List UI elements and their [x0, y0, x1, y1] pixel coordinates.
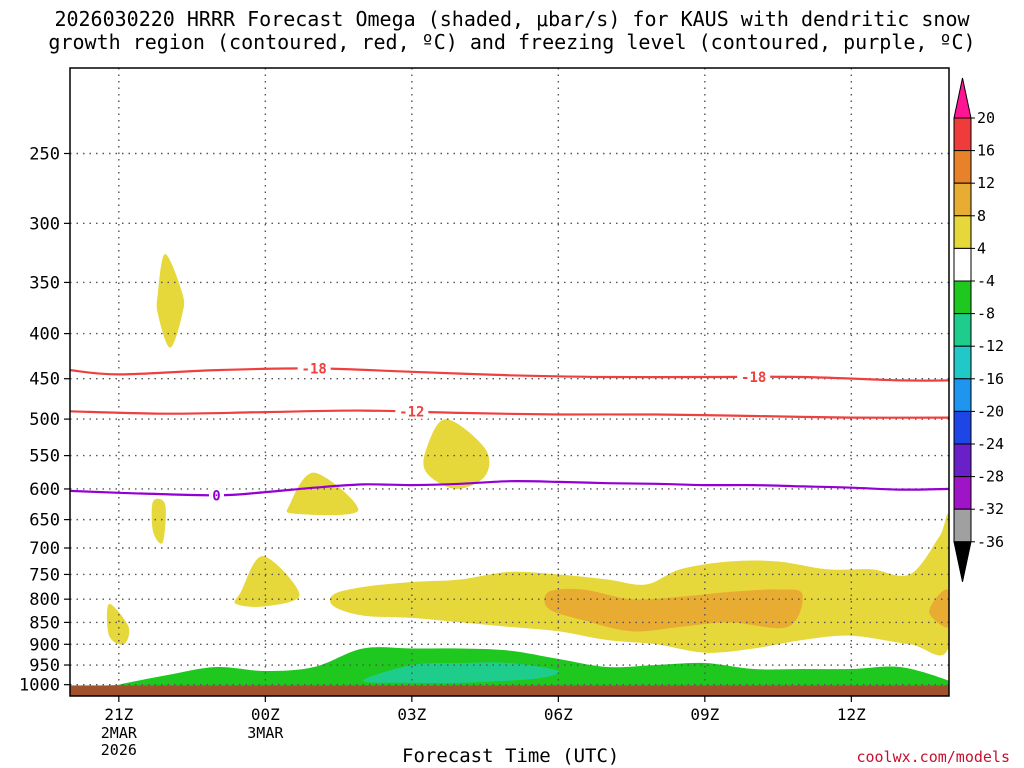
- colorbar-segment-10: [953, 410, 972, 445]
- y-axis: 2503003504004505005506006507007508008509…: [19, 144, 70, 696]
- x-tick-label-00Z: 00Z: [251, 705, 280, 724]
- contour-line-3: [70, 480, 949, 497]
- x-tick-label-09Z: 09Z: [690, 705, 719, 724]
- contour-line-2: [70, 409, 949, 419]
- contour-label-1-2: -18: [741, 370, 766, 386]
- colorbar-segment-8: [953, 345, 972, 380]
- colorbar-segment-7: [953, 313, 972, 347]
- colorbar-label-4: 8: [977, 207, 986, 225]
- omega-region-6: [423, 419, 490, 489]
- colorbar-segment-1: [953, 117, 972, 152]
- colorbar-label-8: -12: [977, 337, 1004, 355]
- contour-label-bg-3-1: [209, 488, 224, 503]
- y-tick-label-800: 800: [29, 590, 60, 610]
- omega-colorbar: 20 16 12 8 4 -4 -8 -12 -16 -20 -24 -28 -32 -36: [953, 77, 1004, 582]
- x-tick-label-06Z: 06Z: [544, 705, 573, 724]
- contour-label-2-1: -12: [399, 405, 424, 421]
- omega-region-4: [234, 556, 300, 607]
- title-line-2: growth region (contoured, red, ºC) and f…: [48, 30, 976, 54]
- colorbar-segment-2: [953, 150, 972, 184]
- colorbar-label-12: -28: [977, 468, 1004, 486]
- omega-region-2: [151, 498, 166, 544]
- y-tick-label-650: 650: [29, 511, 60, 531]
- colorbar-segment-12: [953, 476, 972, 510]
- x-axis-title: Forecast Time (UTC): [402, 745, 620, 767]
- omega-region-1: [156, 254, 185, 348]
- y-tick-label-450: 450: [29, 370, 60, 390]
- colorbar-top-arrow: [953, 77, 972, 119]
- colorbar-label-5: 4: [977, 239, 986, 257]
- colorbar-segment-4: [953, 215, 972, 249]
- y-tick-label-600: 600: [29, 480, 60, 500]
- contour-label-bg-1-2: [737, 370, 771, 385]
- x-tick-sublabel-21Z-1: 2MAR: [101, 724, 138, 742]
- y-tick-label-300: 300: [29, 214, 60, 234]
- colorbar-label-10: -20: [977, 402, 1004, 420]
- colorbar-label-14: -36: [977, 533, 1004, 551]
- omega-region-9: [929, 589, 949, 628]
- x-tick-sublabel-00Z-1: 3MAR: [247, 724, 284, 742]
- colorbar-label-11: -24: [977, 435, 1004, 453]
- colorbar-segment-9: [953, 378, 972, 412]
- colorbar-label-2: 16: [977, 142, 995, 160]
- omega-region-11: [363, 662, 560, 684]
- colorbar-label-7: -8: [977, 305, 995, 323]
- y-tick-label-500: 500: [29, 410, 60, 430]
- y-tick-label-250: 250: [29, 144, 60, 164]
- y-tick-label-550: 550: [29, 447, 60, 467]
- colorbar-segment-6: [953, 280, 972, 315]
- site-credit: coolwx.com/models: [856, 748, 1010, 766]
- x-tick-label-03Z: 03Z: [397, 705, 426, 724]
- omega-region-8: [544, 588, 803, 632]
- x-tick-label-12Z: 12Z: [837, 705, 866, 724]
- title-line-1: 2026030220 HRRR Forecast Omega (shaded, …: [54, 7, 970, 31]
- x-tick-sublabel-21Z-2: 2026: [101, 741, 137, 759]
- y-tick-label-750: 750: [29, 565, 60, 585]
- omega-region-3: [106, 603, 130, 645]
- colorbar-label-6: -4: [977, 272, 995, 290]
- contour-label-1-1: -18: [302, 361, 327, 377]
- y-tick-label-900: 900: [29, 635, 60, 655]
- omega-shading: [70, 254, 949, 688]
- x-tick-label-21Z: 21Z: [104, 705, 133, 724]
- y-tick-label-1000: 1000: [19, 676, 60, 696]
- colorbar-segment-11: [953, 443, 972, 478]
- y-tick-label-350: 350: [29, 273, 60, 293]
- grid-lines: [70, 68, 949, 696]
- colorbar-label-9: -16: [977, 370, 1004, 388]
- colorbar-segment-3: [953, 182, 972, 217]
- y-tick-label-950: 950: [29, 656, 60, 676]
- y-tick-label-850: 850: [29, 613, 60, 633]
- colorbar-bottom-arrow: [953, 541, 972, 582]
- colorbar-label-1: 20: [977, 109, 995, 127]
- colorbar-label-3: 12: [977, 174, 995, 192]
- y-tick-label-400: 400: [29, 325, 60, 345]
- contour-line-1: [70, 367, 949, 382]
- y-tick-label-700: 700: [29, 539, 60, 559]
- colorbar-segment-5: [953, 247, 972, 282]
- temperature-contours: -18 -18 -12 0: [70, 361, 949, 504]
- ground-fill: [70, 685, 949, 696]
- omega-region-5: [286, 472, 359, 516]
- chart-title: 2026030220 HRRR Forecast Omega (shaded, …: [0, 8, 1024, 54]
- contour-label-bg-1-1: [297, 361, 331, 376]
- plot-frame: [69, 67, 950, 697]
- contour-label-3-1: 0: [212, 488, 220, 504]
- colorbar-label-13: -32: [977, 500, 1004, 518]
- contour-label-bg-2-1: [395, 404, 429, 419]
- ground-layer: [70, 685, 949, 696]
- colorbar-segment-13: [953, 508, 972, 543]
